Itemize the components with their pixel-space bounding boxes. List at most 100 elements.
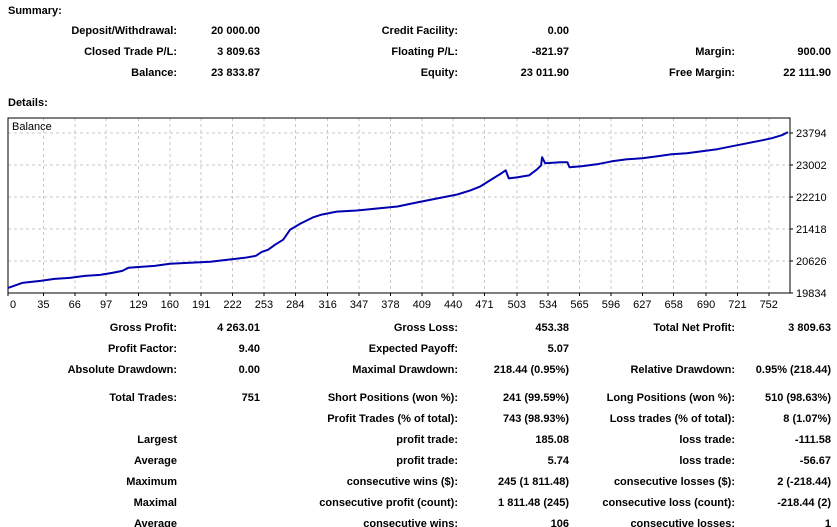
table-row: Absolute Drawdown: 0.00 Maximal Drawdown: 2… [0,360,837,381]
stat-value: 8 (1.07%) [783,413,831,425]
table-row: Maximal consecutive profit (count): 1 811.… [0,493,837,514]
x-tick-label: 503 [508,299,526,311]
stat-label: Largest [137,434,177,446]
stat-label: Maximum [126,476,177,488]
stat-label: consecutive profit (count): [319,497,458,509]
stat-label: Short Positions (won %): [327,392,458,404]
x-tick-label: 690 [697,299,715,311]
stat-label [560,339,735,360]
x-tick-label: 0 [10,299,16,311]
stat-value: 106 [550,518,569,527]
x-tick-label: 129 [129,299,147,311]
stat-label: consecutive wins: [363,518,458,527]
x-tick-label: 97 [100,299,112,311]
x-tick-label: 471 [475,299,493,311]
table-row: Closed Trade P/L: 3 809.63 Floating P/L: -8… [0,42,837,63]
stat-value: 4 263.01 [217,322,260,334]
balance-chart: 0 35 66 97 129 160 191 222 253 284 316 347 378 409 440… [7,117,827,311]
stat-label: loss trade: [679,434,735,446]
stat-value: 20 000.00 [211,25,260,37]
stat-value: 0.95% (218.44) [755,364,831,376]
stat-value: 22 111.90 [783,67,831,79]
stat-value: 743 (98.93%) [502,413,569,425]
summary-section-title: Summary: [8,5,62,17]
stat-value: 218.44 (0.95%) [493,364,569,376]
stat-label: Long Positions (won %): [606,392,735,404]
stat-label: loss trade: [679,455,735,467]
stat-label: Closed Trade P/L: [84,46,177,58]
stat-value: 510 (98.63%) [764,392,831,404]
x-tick-label: 752 [760,299,778,311]
stat-label: Total Net Profit: [653,322,735,334]
stat-label: Floating P/L: [391,46,458,58]
stat-value: 3 809.63 [217,46,260,58]
stat-label: profit trade: [396,455,458,467]
x-tick-label: 66 [69,299,81,311]
table-row: Deposit/Withdrawal: 20 000.00 Credit Facil… [0,21,837,42]
stat-value: 9.40 [238,343,260,355]
table-row: Profit Factor: 9.40 Expected Payoff: 5.07 [0,339,837,360]
table-row: Maximum consecutive wins ($): 245 (1 811.4… [0,472,837,493]
stat-label: Deposit/Withdrawal: [71,25,177,37]
stat-label: Expected Payoff: [368,343,458,355]
y-tick-label: 23794 [796,128,827,140]
table-row: Gross Profit: 4 263.01 Gross Loss: 453.38 To… [0,318,837,339]
stat-label: consecutive wins ($): [346,476,458,488]
stat-value: 453.38 [535,322,569,334]
x-tick-label: 627 [633,299,651,311]
table-row: Average profit trade: 5.74 loss trade: -56.6… [0,451,837,472]
y-tick-label: 19834 [796,288,827,300]
stat-value: 5.07 [547,343,569,355]
stat-value: 241 (99.59%) [502,392,569,404]
x-tick-label: 253 [255,299,273,311]
table-row: Balance: 23 833.87 Equity: 23 011.90 Free Ma… [0,63,837,84]
x-tick-label: 378 [381,299,399,311]
stat-label: Gross Loss: [393,322,458,334]
stat-value: 751 [241,392,260,404]
stat-label: Profit Factor: [107,343,177,355]
x-tick-label: 534 [539,299,557,311]
x-tick-label: 222 [223,299,241,311]
x-tick-label: 347 [350,299,368,311]
stat-value: 0.00 [238,364,260,376]
stat-label: Relative Drawdown: [630,364,735,376]
stat-label: Equity: [420,67,458,79]
stat-value: 185.08 [535,434,569,446]
stat-value [737,21,831,42]
table-row: Total Trades: 751 Short Positions (won %):… [0,388,837,409]
stat-label: Loss trades (% of total): [609,413,735,425]
stat-label [0,409,177,430]
stat-value: 0.00 [547,25,569,37]
stat-value: -56.67 [799,455,831,467]
stat-value: 5.74 [547,455,569,467]
stat-value [182,409,260,430]
stat-value: 1 [824,518,831,527]
stat-value [182,472,260,493]
stat-label: Maximal [133,497,177,509]
stat-label: Maximal Drawdown: [352,364,458,376]
x-tick-label: 721 [728,299,746,311]
x-tick-label: 160 [161,299,179,311]
x-tick-label: 409 [413,299,431,311]
table-row: Profit Trades (% of total): 743 (98.93%) L… [0,409,837,430]
stat-value: -821.97 [531,46,569,58]
table-row: Largest profit trade: 185.08 loss trade: -11… [0,430,837,451]
stat-label: profit trade: [396,434,458,446]
stat-value [182,514,260,527]
x-tick-label: 658 [664,299,682,311]
y-tick-label: 23002 [796,160,827,172]
stat-label [560,21,735,42]
x-tick-label: 35 [37,299,49,311]
stat-value [182,430,260,451]
y-tick-label: 21418 [796,224,827,236]
stat-value [182,451,260,472]
stat-value: -111.58 [794,434,831,446]
stat-value [737,339,831,360]
stat-label: consecutive loss (count): [602,497,735,509]
stat-value: 23 011.90 [520,67,569,79]
chart-border [7,117,791,294]
stat-label: Total Trades: [109,392,177,404]
x-tick-label: 565 [570,299,588,311]
x-tick-label: 440 [444,299,462,311]
